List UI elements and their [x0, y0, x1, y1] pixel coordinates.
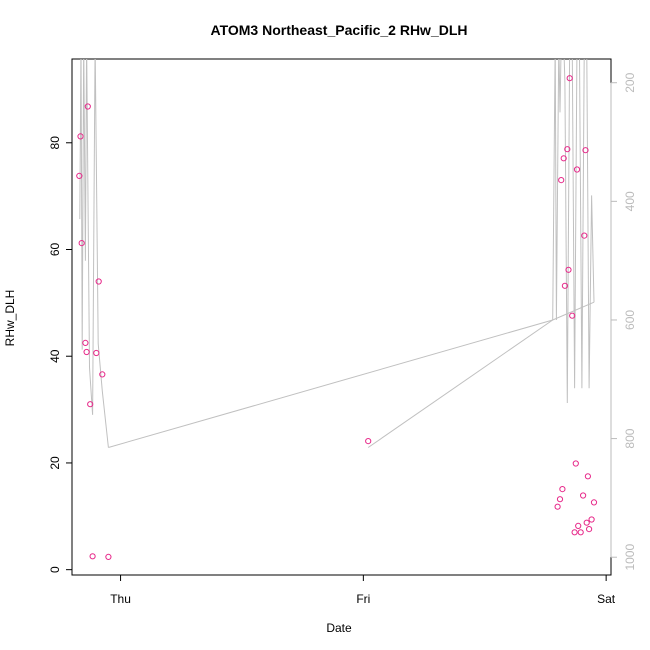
plot-area — [71, 58, 612, 576]
data-point — [554, 503, 561, 510]
y2-tick-label: 800 — [623, 428, 637, 448]
x-tick-label: Thu — [110, 592, 131, 606]
y-axis-label: RHw_DLH — [3, 290, 17, 347]
data-point — [588, 516, 595, 523]
data-point — [571, 529, 578, 536]
data-point — [78, 240, 85, 247]
data-point — [89, 553, 96, 560]
y-tick-label: 20 — [48, 456, 62, 470]
data-point — [93, 349, 100, 357]
data-point — [590, 499, 598, 506]
plot-frame — [71, 58, 612, 576]
data-point — [566, 75, 573, 82]
x-axis: Thu Fri Sat — [110, 574, 616, 606]
x-axis-label: Date — [326, 621, 352, 635]
y2-tick-label: 400 — [623, 191, 637, 211]
data-point — [586, 526, 593, 533]
data-point — [95, 278, 102, 285]
data-point — [84, 103, 91, 110]
pressure-connector-line — [108, 301, 595, 448]
data-point — [87, 401, 94, 408]
data-point — [76, 172, 83, 179]
data-point — [572, 460, 579, 467]
data-point — [569, 312, 576, 319]
chart-title: ATOM3 Northeast_Pacific_2 RHw_DLH — [211, 22, 468, 38]
rh-series — [76, 75, 598, 561]
y-axis: 0 20 40 60 80 — [48, 136, 73, 573]
data-point — [559, 486, 566, 493]
data-point — [77, 133, 84, 140]
data-point — [582, 147, 589, 154]
data-point — [556, 496, 564, 503]
x-tick-label: Fri — [356, 592, 370, 606]
data-point — [83, 348, 90, 356]
data-point — [561, 282, 569, 289]
pressure-connector-line-fri — [367, 319, 553, 448]
data-point — [82, 339, 89, 346]
y-tick-label: 0 — [48, 566, 62, 573]
y2-tick-label: 600 — [623, 310, 637, 330]
data-point — [580, 492, 587, 499]
data-point — [99, 371, 106, 378]
data-point — [558, 177, 565, 184]
y-tick-label: 40 — [48, 349, 62, 363]
y2-tick-label: 200 — [623, 72, 637, 92]
pressure-line-sat — [552, 59, 595, 404]
data-point — [583, 519, 590, 526]
y2-tick-label: 1000 — [623, 544, 637, 571]
data-point — [575, 522, 582, 530]
data-point — [565, 266, 572, 273]
y2-axis: 200 400 600 800 1000 — [610, 72, 637, 571]
data-point — [581, 232, 588, 239]
data-point — [573, 166, 581, 173]
data-point — [105, 553, 112, 561]
data-point — [577, 529, 584, 536]
data-point — [564, 146, 571, 153]
y-tick-label: 80 — [48, 136, 62, 150]
data-point — [560, 155, 567, 162]
y-tick-label: 60 — [48, 243, 62, 257]
pressure-series — [79, 59, 595, 448]
x-tick-label: Sat — [597, 592, 616, 606]
data-point — [584, 473, 592, 480]
data-point — [365, 438, 372, 445]
